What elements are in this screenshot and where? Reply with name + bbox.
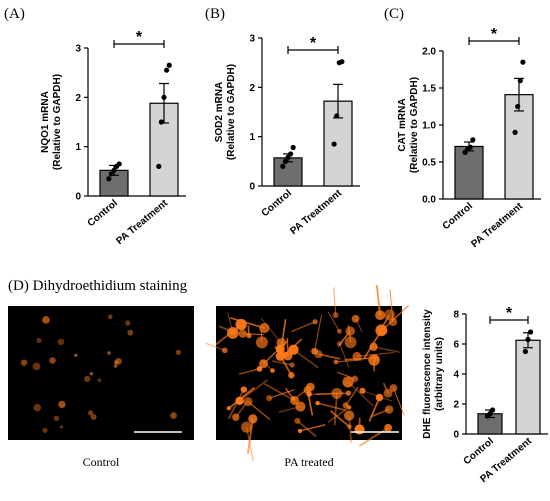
y-tick-label: 2 <box>75 93 81 104</box>
stained-cell <box>34 404 41 411</box>
y-tick-label: 1.5 <box>422 84 436 95</box>
data-point <box>490 407 495 412</box>
data-point <box>159 119 164 124</box>
y-tick-label: 2 <box>249 83 255 94</box>
chart-c: 0.0 0.5 1.0 1.5 2.0 CAT mRNA(Relative to GAPD… <box>397 26 541 250</box>
significance-star: * <box>506 305 513 322</box>
stained-cell <box>114 364 117 367</box>
panel-label-c: (C) <box>384 6 404 22</box>
stained-cell <box>222 347 228 353</box>
stained-cell <box>313 319 318 324</box>
stained-cell <box>170 412 177 419</box>
data-point <box>106 176 111 181</box>
chart-a: 0 1 2 3 NQO1 mRNA(Relative to GAPDH) ControlP… <box>40 29 186 247</box>
x-tick-label: PA Treatment <box>469 200 525 250</box>
data-point <box>280 164 285 169</box>
y-tick-label: 1 <box>75 142 81 153</box>
data-point <box>332 141 337 146</box>
caption-control: Control <box>83 455 120 469</box>
stained-cell <box>58 401 65 408</box>
y-tick-label: 6 <box>453 340 459 351</box>
y-tick-label: 0.5 <box>422 158 436 169</box>
y-tick-label: 0 <box>453 430 459 441</box>
data-point <box>291 145 296 150</box>
data-point <box>518 78 523 83</box>
stained-cell <box>90 372 93 375</box>
chart-b: 0 1 2 3 SOD2 mRNA(Relative to GAPDH) ControlP… <box>214 34 360 238</box>
data-point <box>515 104 520 109</box>
y-axis-label: SOD2 mRNA(Relative to GAPDH) <box>214 64 237 160</box>
chart-d: 0 2 4 6 8 DHE fluorescence intensity(arbitrar… <box>422 305 548 485</box>
caption-pa-treated: PA treated <box>284 455 333 469</box>
significance-star: * <box>491 26 498 43</box>
data-point <box>164 68 169 73</box>
significance-star: * <box>136 29 143 46</box>
y-axis-label: NQO1 mRNA(Relative to GAPDH) <box>40 74 63 170</box>
significance-star: * <box>310 35 317 52</box>
data-point <box>167 63 172 68</box>
y-tick-label: 8 <box>453 310 459 321</box>
data-point <box>523 349 528 354</box>
stained-cell <box>42 316 50 324</box>
x-tick-label: PA Treatment <box>288 187 344 237</box>
panel-label-a: (A) <box>4 6 25 22</box>
bar-pa-treatment <box>516 340 540 434</box>
panel-label-d: (D) <box>8 278 29 294</box>
y-axis-label: CAT mRNA(Relative to GAPDH) <box>397 77 420 173</box>
stained-cell <box>107 351 111 355</box>
y-tick-label: 1 <box>249 132 255 143</box>
stained-cell <box>125 320 130 325</box>
y-tick-label: 2.0 <box>422 47 436 58</box>
data-point <box>470 137 475 142</box>
stained-cell <box>108 315 113 320</box>
y-tick-label: 0 <box>249 182 255 193</box>
y-tick-label: 3 <box>75 44 81 55</box>
y-tick-label: 0 <box>75 192 81 203</box>
x-tick-label: Control <box>260 188 294 219</box>
x-tick-label: Control <box>441 201 475 232</box>
data-point <box>339 59 344 64</box>
data-point <box>528 329 533 334</box>
stained-cell <box>36 338 41 343</box>
y-tick-label: 1.0 <box>422 121 436 132</box>
section-d-title: Dihydroethidium staining <box>29 278 188 294</box>
stained-cell <box>60 425 63 428</box>
stained-cell <box>74 354 77 357</box>
x-tick-label: Control <box>86 198 120 229</box>
stained-cell <box>98 378 102 382</box>
data-point <box>513 130 518 135</box>
stained-cell <box>84 376 90 382</box>
y-tick-label: 3 <box>249 34 255 45</box>
y-tick-label: 4 <box>453 370 459 381</box>
y-axis-label: DHE fluorescence intensity(arbitrary uni… <box>422 309 445 439</box>
x-tick-label: Control <box>462 436 496 467</box>
bar-control <box>455 146 483 199</box>
y-tick-label: 0.0 <box>422 195 436 206</box>
stained-cell <box>33 363 41 371</box>
stained-cell <box>21 359 27 365</box>
data-point <box>334 113 339 118</box>
section-d-heading: (D) Dihydroethidium staining <box>8 278 188 294</box>
y-tick-label: 2 <box>453 400 459 411</box>
stained-cell <box>176 350 181 355</box>
micrograph-control <box>8 306 194 440</box>
x-tick-label: PA Treatment <box>114 197 170 247</box>
stained-cell <box>91 414 97 420</box>
data-point <box>161 95 166 100</box>
micrograph-pa-treated <box>206 285 409 461</box>
stained-cell <box>127 330 133 336</box>
stained-cell <box>115 358 122 365</box>
stained-cell <box>42 428 47 433</box>
data-point <box>288 151 293 156</box>
data-point <box>468 145 473 150</box>
stained-cell <box>49 357 55 363</box>
data-point <box>520 60 525 65</box>
data-point <box>156 164 161 169</box>
stained-cell <box>54 416 59 421</box>
stained-cell <box>58 339 65 346</box>
data-point <box>525 337 530 342</box>
data-point <box>117 161 122 166</box>
panel-label-b: (B) <box>205 6 225 22</box>
